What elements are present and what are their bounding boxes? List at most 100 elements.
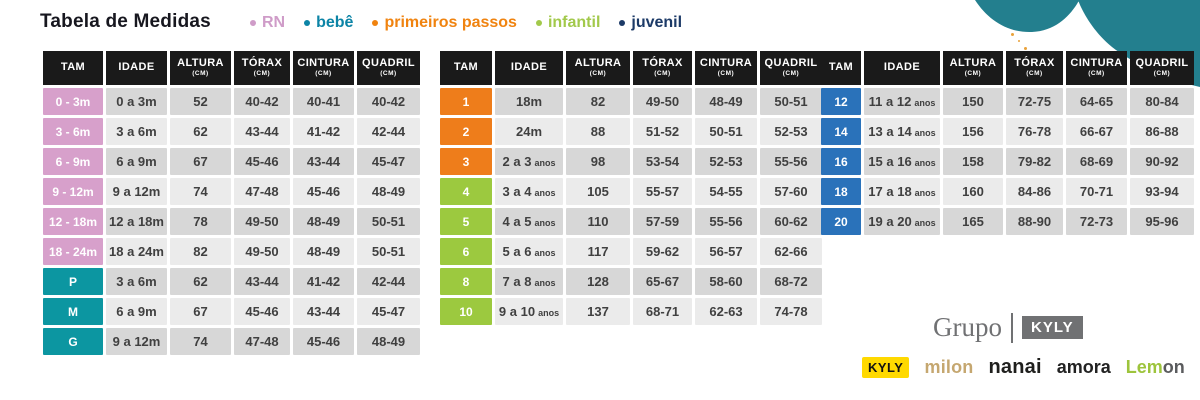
legend-label: juvenil bbox=[631, 14, 683, 31]
column-header-tam: TAM bbox=[440, 51, 492, 85]
tam-cell: 3 - 6m bbox=[43, 118, 103, 145]
tam-cell: 1 bbox=[440, 88, 492, 115]
size-table-rn-bebe: TAM IDADE ALTURA (CM) TÓRAX (CM) CINTURA (CM) QU… bbox=[40, 48, 423, 358]
column-header-altura: ALTURA (CM) bbox=[566, 51, 630, 85]
cintura-cell: 48-49 bbox=[293, 238, 354, 265]
altura-cell: 158 bbox=[943, 148, 1003, 175]
quadril-cell: 68-72 bbox=[760, 268, 822, 295]
tam-cell: 8 bbox=[440, 268, 492, 295]
column-header-label: TÓRAX bbox=[241, 57, 283, 70]
table-row: 12 - 18m 12 a 18m 78 49-50 48-49 50-51 bbox=[43, 208, 420, 235]
torax-cell: 45-46 bbox=[234, 298, 290, 325]
column-header-label: CINTURA bbox=[297, 57, 350, 70]
torax-cell: 43-44 bbox=[234, 268, 290, 295]
idade-value: 7 a 8 bbox=[502, 274, 532, 289]
idade-unit-label: anos bbox=[534, 218, 556, 228]
cm-unit-label: (CM) bbox=[964, 69, 982, 77]
altura-cell: 128 bbox=[566, 268, 630, 295]
idade-cell: 11 a 12 anos bbox=[864, 88, 940, 115]
cintura-cell: 48-49 bbox=[695, 88, 757, 115]
quadril-cell: 48-49 bbox=[357, 328, 420, 355]
torax-cell: 43-44 bbox=[234, 118, 290, 145]
idade-unit-label: anos bbox=[914, 188, 936, 198]
quadril-cell: 52-53 bbox=[760, 118, 822, 145]
altura-cell: 67 bbox=[170, 148, 231, 175]
tam-cell: 2 bbox=[440, 118, 492, 145]
quadril-cell: 62-66 bbox=[760, 238, 822, 265]
grupo-kyly-logo: Grupo KYLY bbox=[933, 312, 1083, 343]
tam-cell: M bbox=[43, 298, 103, 325]
lemon-brand-logo: Lemon bbox=[1126, 357, 1185, 378]
torax-cell: 59-62 bbox=[633, 238, 692, 265]
sparkle-dot bbox=[1018, 40, 1020, 42]
quadril-cell: 50-51 bbox=[357, 238, 420, 265]
altura-cell: 110 bbox=[566, 208, 630, 235]
column-header-label: CINTURA bbox=[1070, 57, 1123, 70]
cintura-cell: 45-46 bbox=[293, 178, 354, 205]
sparkle-dot bbox=[1024, 47, 1027, 50]
column-header-idade: IDADE bbox=[864, 51, 940, 85]
cm-unit-label: (CM) bbox=[253, 69, 271, 77]
idade-cell: 18m bbox=[495, 88, 563, 115]
tam-cell: 6 - 9m bbox=[43, 148, 103, 175]
tam-cell: 12 - 18m bbox=[43, 208, 103, 235]
table-row: 9 - 12m 9 a 12m 74 47-48 45-46 48-49 bbox=[43, 178, 420, 205]
kyly-badge: KYLY bbox=[1022, 316, 1083, 339]
idade-cell: 3 a 4 anos bbox=[495, 178, 563, 205]
tam-cell: 18 bbox=[821, 178, 861, 205]
torax-cell: 72-75 bbox=[1006, 88, 1063, 115]
lemon-logo-gray-part: on bbox=[1162, 357, 1185, 377]
table-row: 3 - 6m 3 a 6m 62 43-44 41-42 42-44 bbox=[43, 118, 420, 145]
legend-bullet-icon bbox=[372, 20, 379, 26]
table-row: 18 - 24m 18 a 24m 82 49-50 48-49 50-51 bbox=[43, 238, 420, 265]
column-header-cintura: CINTURA (CM) bbox=[1066, 51, 1127, 85]
idade-value: 6 a 9m bbox=[116, 304, 157, 319]
idade-cell: 24m bbox=[495, 118, 563, 145]
cintura-cell: 48-49 bbox=[293, 208, 354, 235]
idade-value: 6 a 9m bbox=[116, 154, 157, 169]
legend-bullet-icon bbox=[304, 20, 311, 26]
quadril-cell: 40-42 bbox=[357, 88, 420, 115]
torax-cell: 84-86 bbox=[1006, 178, 1063, 205]
idade-value: 15 a 16 bbox=[868, 154, 912, 169]
tam-cell: 18 - 24m bbox=[43, 238, 103, 265]
tam-cell: 0 - 3m bbox=[43, 88, 103, 115]
legend-bullet-icon bbox=[250, 20, 256, 26]
torax-cell: 55-57 bbox=[633, 178, 692, 205]
legend-item-infantil: infantil bbox=[535, 14, 600, 32]
altura-cell: 62 bbox=[170, 118, 231, 145]
torax-cell: 65-67 bbox=[633, 268, 692, 295]
torax-cell: 51-52 bbox=[633, 118, 692, 145]
cintura-cell: 68-69 bbox=[1066, 148, 1127, 175]
idade-cell: 9 a 12m bbox=[106, 178, 167, 205]
tam-cell: 16 bbox=[821, 148, 861, 175]
idade-value: 3 a 4 bbox=[502, 184, 532, 199]
quadril-cell: 86-88 bbox=[1130, 118, 1194, 145]
column-header-label: CINTURA bbox=[699, 57, 753, 70]
table-row: 12 11 a 12 anos 150 72-75 64-65 80-84 bbox=[821, 88, 1194, 115]
idade-value: 9 a 12m bbox=[112, 184, 161, 199]
quadril-cell: 80-84 bbox=[1130, 88, 1194, 115]
cintura-cell: 55-56 bbox=[695, 208, 757, 235]
tam-cell: 4 bbox=[440, 178, 492, 205]
column-header-label: QUADRIL bbox=[362, 57, 415, 70]
table-row: 10 9 a 10 anos 137 68-71 62-63 74-78 bbox=[440, 298, 822, 325]
table-row: 14 13 a 14 anos 156 76-78 66-67 86-88 bbox=[821, 118, 1194, 145]
column-header-label: QUADRIL bbox=[764, 57, 818, 70]
table-row: 2 24m 88 51-52 50-51 52-53 bbox=[440, 118, 822, 145]
cm-unit-label: (CM) bbox=[380, 69, 397, 77]
quadril-cell: 60-62 bbox=[760, 208, 822, 235]
quadril-cell: 48-49 bbox=[357, 178, 420, 205]
altura-cell: 117 bbox=[566, 238, 630, 265]
torax-cell: 45-46 bbox=[234, 148, 290, 175]
legend-item-rn: RN bbox=[250, 14, 285, 32]
idade-cell: 6 a 9m bbox=[106, 148, 167, 175]
lemon-logo-green-part: Lem bbox=[1125, 357, 1163, 377]
torax-cell: 49-50 bbox=[633, 88, 692, 115]
table-row: G 9 a 12m 74 47-48 45-46 48-49 bbox=[43, 328, 420, 355]
idade-value: 24m bbox=[515, 124, 543, 139]
tam-cell: 6 bbox=[440, 238, 492, 265]
